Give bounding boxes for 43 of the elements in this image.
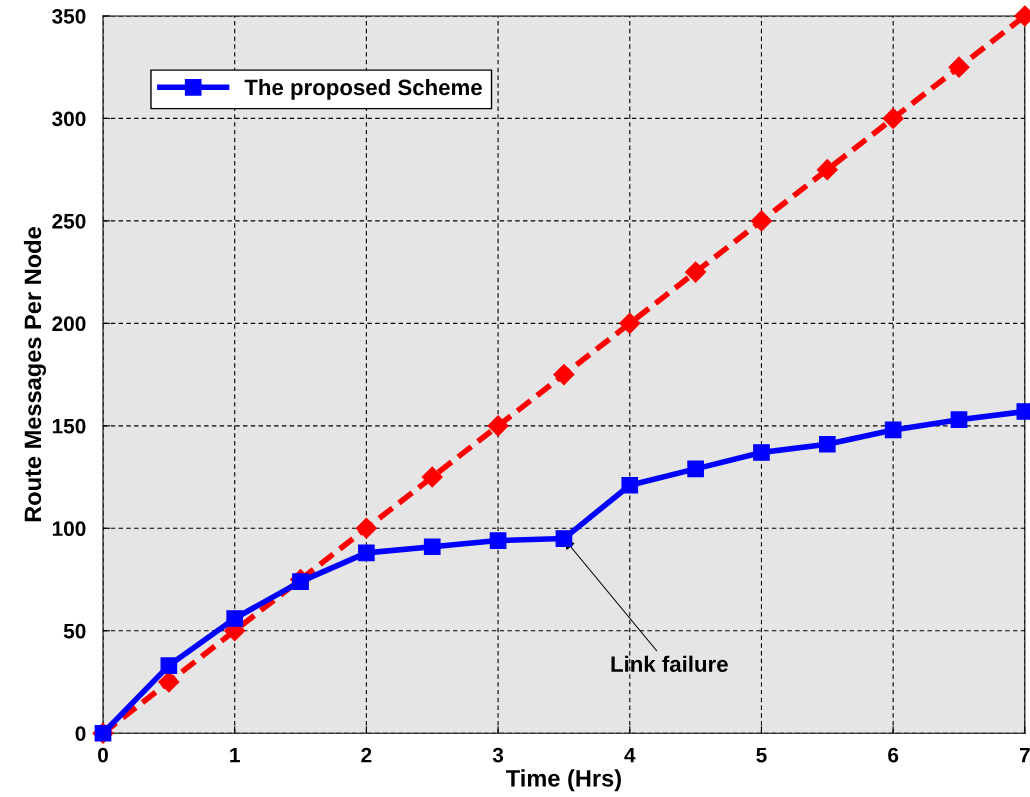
point [226, 610, 244, 627]
legend-label: The proposed Scheme [244, 78, 482, 100]
x-tick-label: 2 [361, 747, 372, 763]
point [158, 671, 180, 693]
point [358, 544, 375, 562]
y-tick-label: 350 [52, 8, 86, 24]
point [687, 460, 704, 478]
point [948, 56, 970, 78]
point [487, 415, 509, 437]
point [421, 466, 443, 488]
y-tick-label: 50 [63, 623, 86, 639]
x-tick-label: 3 [492, 747, 504, 763]
point [160, 657, 178, 674]
point [619, 312, 641, 334]
point [489, 532, 507, 549]
annotation: Link failure [611, 655, 728, 672]
point [882, 107, 904, 129]
y-tick-label: 200 [52, 316, 86, 332]
y-axis-title: Route Messages Per Node [23, 227, 47, 522]
y-tick-label: 0 [75, 726, 86, 741]
point [355, 517, 377, 539]
x-tick-label: 7 [1019, 747, 1030, 763]
x-tick-label: 6 [888, 747, 899, 763]
y-tick-label: 250 [52, 213, 86, 229]
y-tick-label: 150 [52, 418, 86, 434]
x-tick-label: 0 [98, 747, 108, 763]
y-tick-label: 100 [52, 521, 86, 537]
x-tick-label: 5 [756, 747, 767, 763]
point [884, 421, 902, 439]
point [685, 261, 707, 283]
point [423, 538, 441, 556]
y-tick-label: 300 [52, 111, 86, 127]
point [750, 210, 772, 232]
point [553, 364, 575, 386]
point [950, 411, 968, 429]
x-axis-title: Time (Hrs) [506, 769, 621, 792]
x-tick-label: 4 [624, 747, 636, 763]
point [753, 444, 770, 461]
x-tick-label: 1 [230, 747, 240, 763]
point [816, 159, 838, 181]
point [818, 435, 836, 453]
point [621, 476, 639, 494]
point [555, 530, 573, 547]
